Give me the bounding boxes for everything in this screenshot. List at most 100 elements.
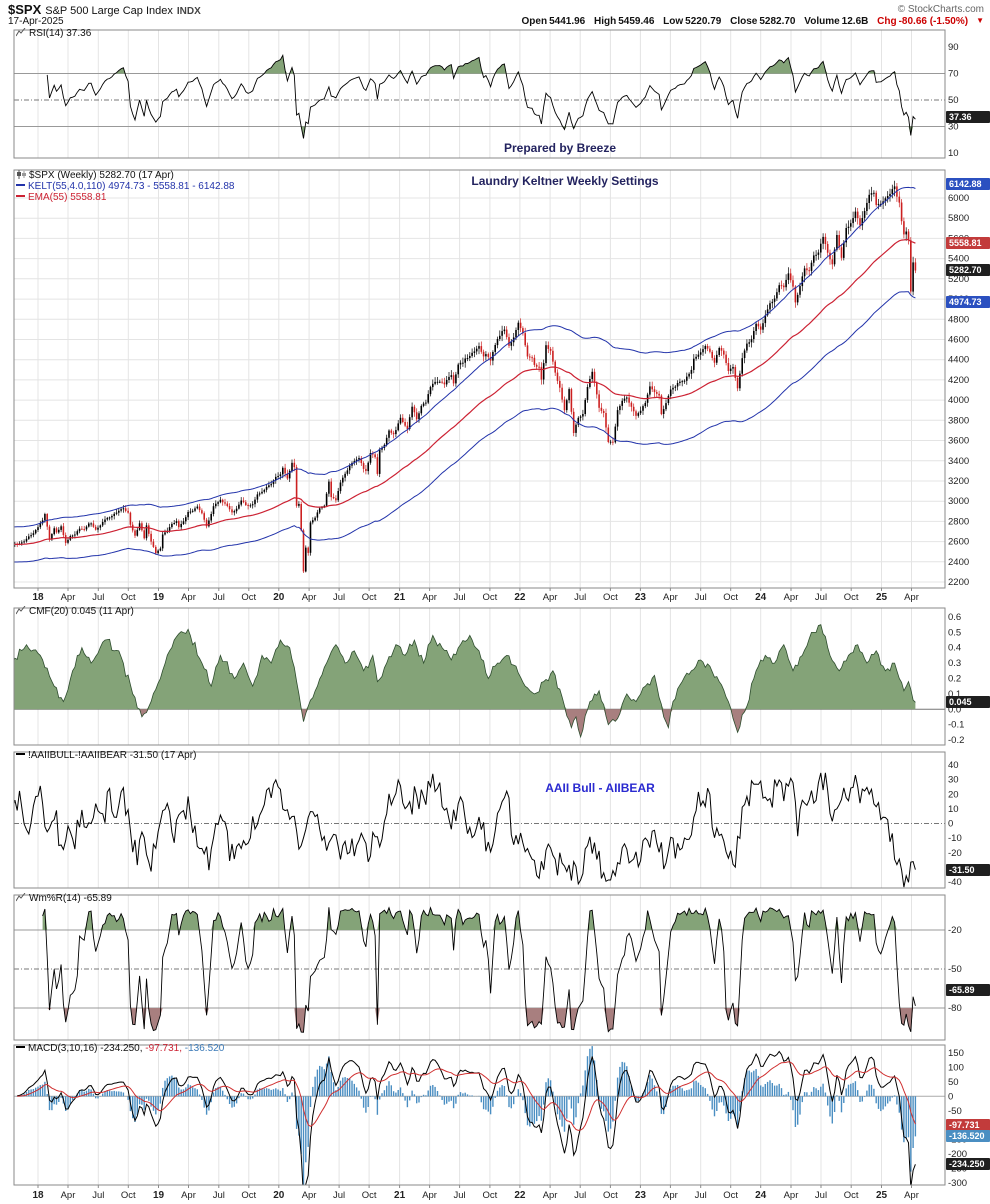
close-label: Close bbox=[730, 16, 758, 27]
svg-text:4200: 4200 bbox=[948, 375, 969, 386]
box-price-close: 5282.70 bbox=[946, 264, 990, 276]
svg-text:4400: 4400 bbox=[948, 355, 969, 366]
svg-text:Oct: Oct bbox=[603, 1190, 618, 1201]
cmf-legend: CMF(20) 0.045 (11 Apr) bbox=[15, 605, 134, 618]
svg-text:40: 40 bbox=[948, 760, 959, 771]
svg-text:70: 70 bbox=[948, 69, 959, 80]
svg-text:-0.2: -0.2 bbox=[948, 735, 964, 746]
macd-legend: MACD(3,10,16) -234.250, -97.731, -136.52… bbox=[16, 1043, 224, 1054]
svg-text:25: 25 bbox=[876, 592, 888, 603]
rsi-legend: RSI(14) 37.36 bbox=[15, 27, 91, 40]
svg-text:Apr: Apr bbox=[181, 592, 196, 603]
box-macd-macd: -234.250 bbox=[946, 1158, 990, 1170]
macd-legend-hist-value: -136.520 bbox=[184, 1043, 225, 1054]
change-down-icon: ▼ bbox=[976, 16, 984, 25]
chg-value: -80.66 (-1.50%) bbox=[898, 16, 969, 27]
svg-text:Apr: Apr bbox=[302, 1190, 317, 1201]
svg-text:4000: 4000 bbox=[948, 395, 969, 406]
svg-text:50: 50 bbox=[948, 1077, 959, 1088]
svg-text:Oct: Oct bbox=[362, 1190, 377, 1201]
price-legend-symbol-text: $SPX (Weekly) 5282.70 (17 Apr) bbox=[29, 170, 174, 181]
svg-text:Apr: Apr bbox=[61, 1190, 76, 1201]
svg-text:Oct: Oct bbox=[241, 1190, 256, 1201]
price-legend-symbol: $SPX (Weekly) 5282.70 (17 Apr) bbox=[16, 170, 174, 182]
svg-text:2400: 2400 bbox=[948, 557, 969, 568]
svg-text:4600: 4600 bbox=[948, 335, 969, 346]
svg-text:100: 100 bbox=[948, 1062, 964, 1073]
svg-text:Apr: Apr bbox=[543, 1190, 558, 1201]
keltner-line-swatch bbox=[16, 184, 25, 186]
svg-text:3800: 3800 bbox=[948, 415, 969, 426]
macd-legend-signal-value: -97.731, bbox=[145, 1043, 182, 1054]
svg-text:30: 30 bbox=[948, 775, 959, 786]
svg-text:19: 19 bbox=[153, 1190, 165, 1201]
svg-text:25: 25 bbox=[876, 1190, 888, 1201]
svg-text:Apr: Apr bbox=[302, 592, 317, 603]
cmf-legend-text: CMF(20) 0.045 (11 Apr) bbox=[29, 606, 134, 617]
svg-text:-40: -40 bbox=[948, 877, 962, 888]
svg-text:4800: 4800 bbox=[948, 314, 969, 325]
svg-text:-0.1: -0.1 bbox=[948, 720, 964, 731]
prepared-by-annotation: Prepared by Breeze bbox=[503, 141, 617, 155]
svg-text:-10: -10 bbox=[948, 833, 962, 844]
svg-text:Jul: Jul bbox=[92, 1190, 104, 1201]
box-price-upper: 6142.88 bbox=[946, 178, 990, 190]
svg-text:3000: 3000 bbox=[948, 496, 969, 507]
svg-text:Oct: Oct bbox=[241, 592, 256, 603]
aaii-line-swatch bbox=[16, 753, 25, 755]
svg-text:0.3: 0.3 bbox=[948, 658, 961, 669]
svg-text:23: 23 bbox=[635, 592, 647, 603]
svg-text:2200: 2200 bbox=[948, 577, 969, 588]
symbol-name: S&P 500 Large Cap Index bbox=[45, 5, 173, 17]
chg-label: Chg bbox=[877, 16, 897, 27]
svg-text:3200: 3200 bbox=[948, 476, 969, 487]
box-aaii: -31.50 bbox=[946, 864, 990, 876]
svg-text:150: 150 bbox=[948, 1048, 964, 1059]
header-row-1: $SPX S&P 500 Large Cap Index INDX © StockC… bbox=[8, 2, 984, 17]
svg-text:-200: -200 bbox=[948, 1149, 967, 1160]
svg-text:Apr: Apr bbox=[422, 592, 437, 603]
svg-text:Oct: Oct bbox=[844, 592, 859, 603]
box-rsi: 37.36 bbox=[946, 111, 990, 123]
chart-date: 17-Apr-2025 bbox=[8, 16, 64, 27]
svg-text:Jul: Jul bbox=[574, 1190, 586, 1201]
macd-line-swatch bbox=[16, 1046, 25, 1048]
svg-text:20: 20 bbox=[273, 1190, 285, 1201]
box-price-ema: 5558.81 bbox=[946, 237, 990, 249]
svg-text:Oct: Oct bbox=[723, 1190, 738, 1201]
svg-text:-50: -50 bbox=[948, 1106, 962, 1117]
svg-text:0.0: 0.0 bbox=[948, 704, 961, 715]
svg-text:3400: 3400 bbox=[948, 456, 969, 467]
svg-text:Oct: Oct bbox=[483, 1190, 498, 1201]
svg-text:Jul: Jul bbox=[815, 1190, 827, 1201]
low-value: 5220.79 bbox=[685, 16, 722, 27]
svg-text:Apr: Apr bbox=[61, 592, 76, 603]
box-price-lower: 4974.73 bbox=[946, 296, 990, 308]
svg-text:Oct: Oct bbox=[121, 592, 136, 603]
svg-text:5200: 5200 bbox=[948, 274, 969, 285]
svg-text:Apr: Apr bbox=[543, 592, 558, 603]
high-label: High bbox=[594, 16, 617, 27]
open-value: 5441.96 bbox=[549, 16, 586, 27]
svg-text:2600: 2600 bbox=[948, 537, 969, 548]
macd-legend-name: MACD(3,10,16) bbox=[28, 1043, 98, 1054]
wpr-legend: Wm%R(14) -65.89 bbox=[15, 892, 112, 905]
svg-text:Apr: Apr bbox=[904, 592, 919, 603]
svg-text:Jul: Jul bbox=[333, 1190, 345, 1201]
svg-text:-20: -20 bbox=[948, 925, 962, 936]
svg-text:20: 20 bbox=[273, 592, 285, 603]
svg-text:-20: -20 bbox=[948, 848, 962, 859]
svg-text:20: 20 bbox=[948, 789, 959, 800]
svg-text:0: 0 bbox=[948, 819, 953, 830]
svg-text:22: 22 bbox=[514, 1190, 526, 1201]
box-macd-signal: -97.731 bbox=[946, 1119, 990, 1131]
svg-text:0.4: 0.4 bbox=[948, 643, 961, 654]
svg-text:18: 18 bbox=[32, 1190, 44, 1201]
svg-text:Jul: Jul bbox=[333, 592, 345, 603]
svg-text:10: 10 bbox=[948, 148, 959, 159]
svg-text:-50: -50 bbox=[948, 964, 962, 975]
close-value: 5282.70 bbox=[759, 16, 796, 27]
svg-text:Jul: Jul bbox=[695, 1190, 707, 1201]
svg-text:50: 50 bbox=[948, 95, 959, 106]
svg-text:Apr: Apr bbox=[784, 1190, 799, 1201]
